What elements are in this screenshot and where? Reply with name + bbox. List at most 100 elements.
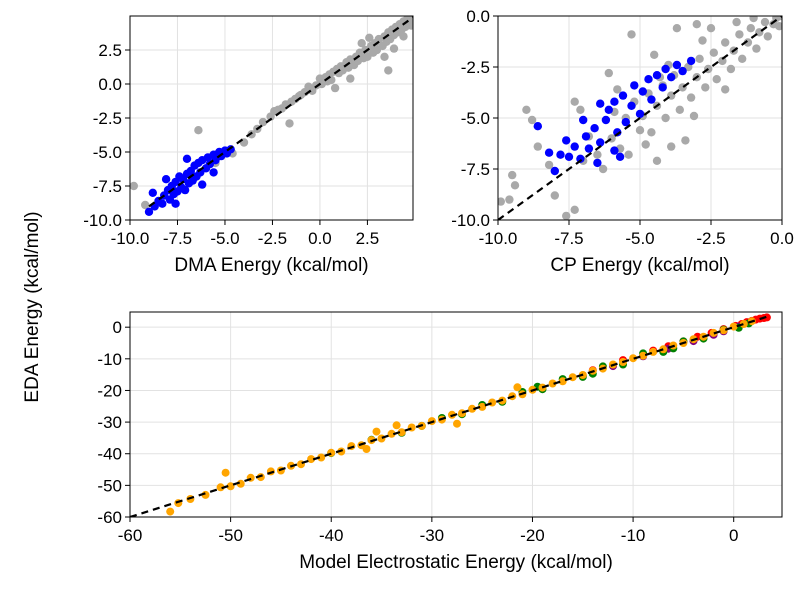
data-point-series-1 [613, 128, 622, 137]
data-point-series-0 [533, 142, 542, 151]
data-point-series-0 [775, 22, 782, 31]
data-point-series-0 [661, 113, 670, 123]
data-point-series-0 [706, 24, 716, 33]
data-point-series-0 [576, 105, 585, 115]
x-tick-label: 2.5 [356, 229, 380, 248]
data-point-series-0 [652, 156, 662, 165]
y-tick-label: -5.0 [93, 143, 122, 162]
data-point-series-0 [570, 97, 579, 106]
data-point-series-0 [650, 50, 659, 59]
data-point-series-1 [647, 95, 656, 104]
panel-dma: -10.0 -7.5 -5.0 -2.5 0.0 2.5 -10.0 -7.5 -5.0 -2.5… [83, 15, 414, 276]
y-tick-label: -7.5 [461, 160, 490, 179]
data-point-series-0 [380, 52, 389, 61]
data-point-series-3 [458, 409, 466, 418]
data-point-series-3 [226, 482, 235, 491]
y-tick-label: -7.5 [93, 177, 122, 196]
x-tick-label: -7.5 [163, 229, 192, 248]
data-point-series-1 [581, 132, 591, 141]
y-tick-label: -5.0 [461, 109, 490, 128]
data-point-series-0 [762, 313, 771, 322]
data-point-series-3 [166, 507, 175, 516]
x-tick-label: -60 [118, 526, 143, 545]
data-point-series-0 [562, 211, 571, 220]
x-tick-label: -7.5 [554, 229, 583, 248]
data-point-series-0 [593, 150, 602, 159]
data-point-series-1 [610, 97, 619, 106]
data-point-series-1 [544, 148, 554, 157]
data-point-series-0 [505, 195, 514, 204]
data-point-series-0 [667, 142, 676, 151]
y-tick-label: -30 [97, 413, 122, 432]
y-tick-label: -60 [97, 508, 122, 527]
data-point-series-1 [630, 81, 639, 90]
data-point-series-3 [709, 328, 718, 337]
x-axis-label: Model Electrostatic Energy (kcal/mol) [299, 552, 613, 573]
data-point-series-0 [732, 17, 741, 27]
data-point-series-1 [610, 146, 619, 155]
x-tick-label: 0.0 [308, 229, 332, 248]
data-point-series-1 [667, 73, 676, 82]
data-point-series-1 [144, 207, 154, 216]
data-point-series-1 [590, 124, 599, 133]
data-point-series-3 [317, 453, 326, 462]
x-tick-label: -2.5 [696, 229, 725, 248]
data-point-series-0 [247, 130, 256, 139]
y-tick-label: 2.5 [98, 41, 122, 60]
data-point-series-1 [171, 199, 180, 208]
data-point-series-1 [550, 166, 559, 176]
data-point-series-3 [216, 483, 225, 492]
data-point-series-0 [389, 44, 399, 53]
panel-cp: -10.0 -7.5 -5.0 -2.5 0.0 -10.0 -7.5 -5.0 -2.5 0.0… [451, 7, 794, 276]
data-point-series-0 [624, 150, 633, 159]
panel-model: -60 -50 -40 -30 -20 -10 0 -60 -50 -40 -30 -20 -10 0 Mo… [97, 311, 783, 573]
x-tick-label: -10.0 [111, 229, 150, 248]
data-point-series-3 [221, 468, 230, 477]
data-point-series-1 [161, 175, 171, 184]
data-point-series-0 [346, 74, 355, 83]
data-point-series-1 [638, 87, 647, 96]
data-point-series-0 [627, 30, 636, 39]
data-point-series-0 [330, 83, 340, 93]
data-point-series-1 [604, 105, 613, 115]
data-point-series-0 [689, 111, 699, 121]
data-point-series-0 [498, 197, 505, 206]
x-tick-label: -20 [520, 526, 545, 545]
data-point-series-0 [672, 24, 682, 33]
data-point-series-0 [604, 68, 613, 78]
data-point-series-0 [746, 24, 755, 33]
data-point-series-0 [738, 54, 747, 63]
data-point-series-0 [130, 181, 138, 191]
data-point-series-3 [513, 383, 522, 392]
data-point-series-1 [570, 142, 579, 151]
data-point-series-0 [598, 164, 608, 174]
data-point-series-3 [659, 345, 668, 354]
x-axis-label: DMA Energy (kcal/mol) [174, 255, 368, 276]
data-point-series-3 [729, 322, 738, 331]
data-point-series-3 [307, 455, 316, 464]
data-point-series-1 [596, 99, 605, 108]
data-point-series-3 [568, 373, 577, 382]
data-point-series-0 [681, 136, 690, 145]
data-point-series-1 [576, 154, 585, 163]
y-tick-label: -10.0 [83, 211, 122, 230]
data-point-series-0 [399, 32, 408, 41]
data-point-series-0 [752, 44, 761, 53]
data-point-series-1 [579, 115, 588, 125]
data-point-series-0 [718, 56, 727, 66]
x-tick-label: -30 [420, 526, 445, 545]
data-point-series-3 [639, 351, 648, 360]
identity-reference-line [130, 315, 770, 517]
data-point-series-1 [593, 158, 602, 168]
y-tick-label: -2.5 [93, 109, 122, 128]
data-point-series-0 [695, 54, 704, 63]
data-point-series-3 [629, 354, 638, 363]
data-point-series-0 [641, 140, 650, 149]
data-point-series-0 [743, 38, 753, 47]
data-point-series-3 [478, 402, 487, 411]
data-point-series-0 [726, 64, 736, 74]
x-tick-label: -40 [319, 526, 344, 545]
x-tick-label: 0.0 [770, 229, 794, 248]
data-point-series-0 [686, 93, 696, 102]
